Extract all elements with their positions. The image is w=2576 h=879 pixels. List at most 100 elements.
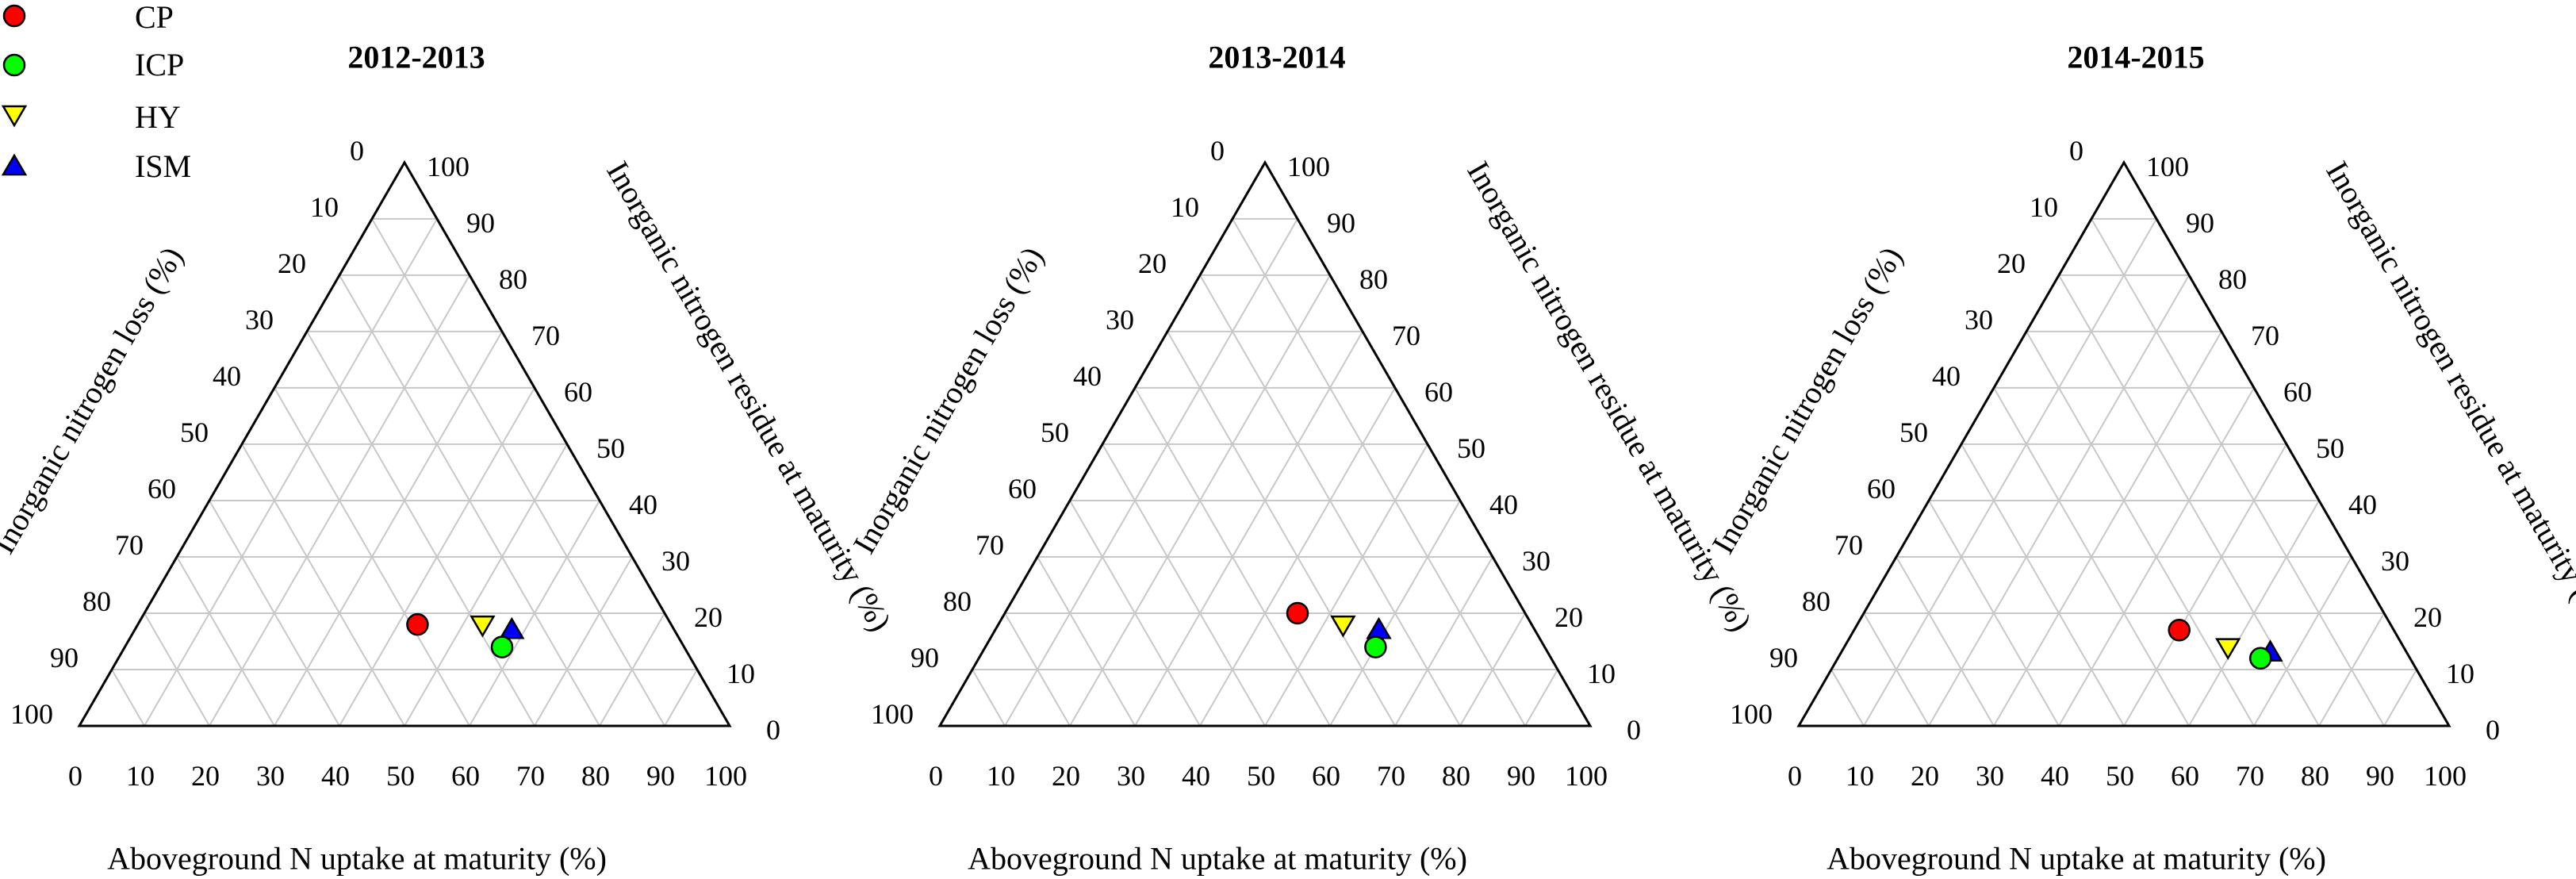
grid-line-uptake [1524,669,1558,727]
tick-label-residue: 50 [2316,432,2344,464]
data-point-icp [490,635,514,658]
grid-line-loss [1961,443,2125,727]
tick-label-uptake: 60 [1312,760,1340,792]
grid-line-loss [2091,218,2385,727]
grid-line-uptake [1004,218,1298,727]
tick-label-residue: 10 [1587,658,1616,689]
grid-line-loss [371,218,665,727]
legend-label-hy: HY [135,99,181,135]
tick-label-residue: 100 [1287,151,1330,182]
data-point-ism [499,616,525,639]
tick-label-loss: 60 [1867,473,1896,505]
tick-label-uptake: 100 [2424,760,2467,792]
tick-label-loss: 90 [910,642,939,674]
tick-label-uptake: 10 [126,760,155,792]
tick-label-uptake: 50 [2106,760,2134,792]
tick-label-residue: 60 [564,376,592,408]
tick-label-residue: 70 [1392,320,1420,351]
grid-line-uptake [1394,556,1493,727]
grid-line-uptake [664,669,698,727]
tick-label-uptake: 70 [516,760,545,792]
tick-label-residue: 20 [694,601,723,633]
tick-label-uptake: 20 [191,760,220,792]
tick-label-loss: 10 [310,191,339,223]
grid-line-loss [1102,443,1266,727]
tick-label-uptake: 60 [451,760,480,792]
x-axis-label: Aboveground N uptake at maturity (%) [107,841,607,877]
tick-label-uptake: 50 [1247,760,1275,792]
tick-label-loss: 70 [115,529,144,561]
tick-label-residue: 40 [1489,489,1518,520]
grid-line-uptake [404,443,568,727]
tick-label-uptake: 80 [1442,760,1470,792]
tick-label-uptake: 30 [256,760,285,792]
tick-label-uptake: 80 [2301,760,2329,792]
tick-label-residue: 40 [629,489,657,520]
grid-line-uptake [1993,331,2222,727]
tick-label-uptake: 30 [1976,760,2004,792]
tick-label-residue: 0 [766,714,780,746]
legend-item-cp: CP [0,2,238,46]
tick-label-loss: 50 [180,416,209,448]
tick-label-residue: 30 [1522,545,1551,577]
tick-label-loss: 60 [148,473,176,505]
data-point-hy [470,615,496,638]
tick-label-uptake: 40 [321,760,350,792]
triangle-outline [77,159,732,727]
triangle-outline [1796,159,2451,727]
tick-label-uptake: 0 [68,760,82,792]
grid-line-uptake [2253,556,2352,727]
tick-label-uptake: 50 [386,760,415,792]
tick-label-residue: 50 [596,432,625,464]
tick-label-loss: 90 [1769,642,1798,674]
grid-line-loss [144,612,210,727]
grid-line-loss [1232,218,1526,727]
grid-line-uptake [1134,331,1363,727]
legend-label-ism: ISM [135,148,192,184]
tick-label-loss: 0 [2069,135,2083,167]
data-point-cp [1286,601,1309,625]
tick-label-loss: 30 [245,304,274,336]
tick-label-residue: 20 [2413,601,2442,633]
tick-label-residue: 0 [2486,714,2500,746]
right-axis-label: Inorganic nitrogen residue at maturity (… [600,155,899,638]
legend: CP ICP HY ISM [0,0,238,190]
tick-label-residue: 90 [2186,207,2214,239]
data-point-hy [2215,638,2241,661]
data-point-hy [1330,615,1356,638]
tick-label-loss: 20 [1997,248,2026,279]
tick-label-loss: 100 [1730,698,1773,730]
grid-line-loss [1167,331,1396,727]
tick-label-loss: 100 [10,698,53,730]
legend-marker-icp [2,53,26,77]
tick-label-residue: 60 [1424,376,1453,408]
tick-label-loss: 40 [213,360,241,392]
ternary-panel-3: 0001010102020203030304040405050506060607… [1704,40,2576,877]
chart-title: 2014-2015 [2067,40,2204,75]
tick-label-uptake: 10 [987,760,1015,792]
legend-item-ism: ISM [0,151,238,195]
tick-label-uptake: 40 [2041,760,2069,792]
tick-label-uptake: 40 [1182,760,1210,792]
grid-line-loss [1134,387,1331,727]
tick-label-loss: 10 [2030,191,2058,223]
tick-label-loss: 70 [1834,529,1863,561]
tick-label-residue: 30 [661,545,690,577]
tick-label-uptake: 20 [1911,760,1939,792]
grid-line-loss [274,387,470,727]
tick-label-residue: 20 [1554,601,1583,633]
tick-label-uptake: 20 [1052,760,1080,792]
tick-label-loss: 10 [1171,191,1199,223]
data-point-cp [406,612,429,636]
legend-marker-hy [1,105,28,128]
legend-marker-ism [1,153,28,176]
grid-line-uptake [144,218,438,727]
tick-label-loss: 20 [278,248,306,279]
chart-title: 2013-2014 [1208,40,1345,75]
tick-label-loss: 60 [1008,473,1037,505]
grid-line-loss [1993,387,2190,727]
grid-line-loss [2026,331,2255,727]
tick-label-uptake: 10 [1846,760,1874,792]
right-axis-label: Inorganic nitrogen residue at maturity (… [1460,155,1759,638]
